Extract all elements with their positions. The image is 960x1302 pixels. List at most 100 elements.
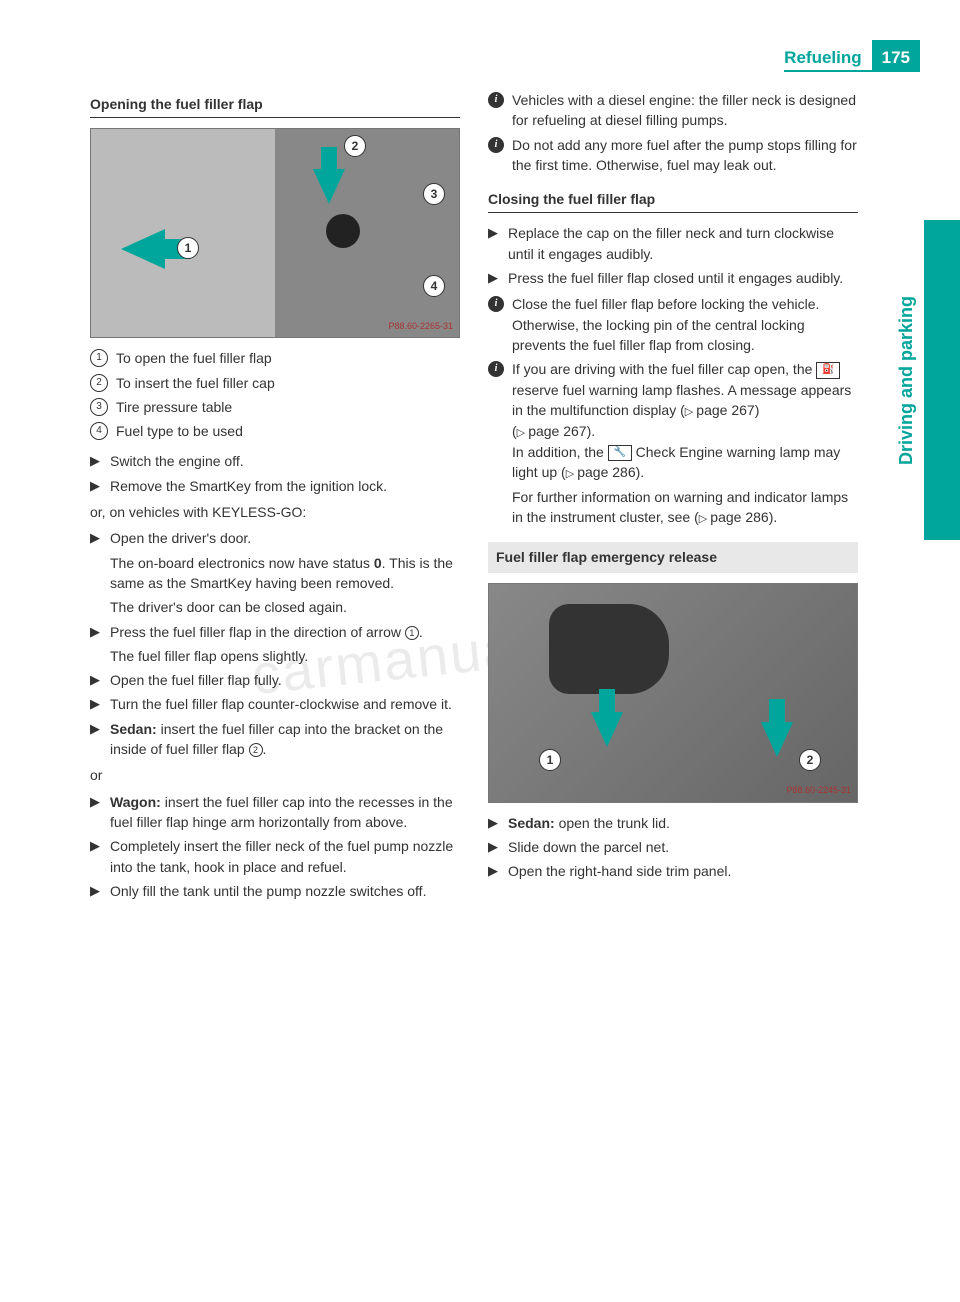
heading-opening: Opening the fuel filler flap — [90, 94, 460, 118]
step-marker-icon: ▶ — [488, 269, 502, 288]
step-row: ▶Remove the SmartKey from the ignition l… — [90, 476, 460, 496]
step-text: Replace the cap on the filler neck and t… — [508, 223, 858, 264]
check-engine-icon: 🔧 — [608, 445, 632, 462]
or-text: or, on vehicles with KEYLESS-GO: — [90, 502, 460, 522]
info-icon: i — [488, 137, 504, 153]
legend-row: 2 To insert the fuel filler cap — [90, 373, 460, 393]
info-icon: i — [488, 296, 504, 312]
figure-emergency-release: 1 2 P88.60-2245-31 — [488, 583, 858, 803]
legend-text: Tire pressure table — [116, 397, 460, 417]
info-row: iClose the fuel filler flap before locki… — [488, 294, 858, 355]
info-followup: For further information on warning and i… — [512, 487, 858, 528]
step-marker-icon: ▶ — [90, 837, 104, 856]
legend-row: 1 To open the fuel filler flap — [90, 348, 460, 368]
info-text-part: ( — [512, 423, 517, 439]
arrow-left-icon — [121, 229, 165, 269]
figure-code: P88.60-2245-31 — [786, 784, 851, 797]
step-marker-icon: ▶ — [90, 529, 104, 548]
arrow-down-icon — [591, 712, 623, 747]
step-row: ▶ Turn the fuel filler flap counter-clock… — [90, 694, 460, 714]
heading-closing: Closing the fuel filler flap — [488, 189, 858, 213]
info-text-part: For further information on warning and i… — [512, 489, 848, 525]
figure-code: P88.60-2265-31 — [388, 320, 453, 333]
step-marker-icon: ▶ — [90, 882, 104, 901]
step-marker-icon: ▶ — [488, 838, 502, 857]
legend-text: To open the fuel filler flap — [116, 348, 460, 368]
info-text-part: reserve fuel warning lamp flashes. A mes… — [512, 382, 851, 418]
arrow-down-icon — [313, 169, 345, 204]
figure-fuel-flap: 1 2 3 4 P88.60-2265-31 — [90, 128, 460, 338]
step-marker-icon: ▶ — [90, 623, 104, 642]
step-marker-icon: ▶ — [90, 671, 104, 690]
step-text-part: insert the fuel filler cap into the rece… — [110, 794, 453, 830]
step-text: Completely insert the filler neck of the… — [110, 836, 460, 877]
figure-hand-shape — [549, 604, 669, 694]
step-row: ▶Slide down the parcel net. — [488, 837, 858, 857]
step-marker-icon: ▶ — [90, 720, 104, 739]
arrow-down-tail-icon — [769, 699, 785, 724]
step-text: Press the fuel filler flap in the direct… — [110, 622, 460, 642]
figure-panel-left — [91, 129, 275, 337]
step-row: ▶ Press the fuel filler flap in the direc… — [90, 622, 460, 642]
step-text-part: . — [263, 741, 267, 757]
step-row: ▶ Press the fuel filler flap closed until… — [488, 268, 858, 288]
arrow-down-icon — [761, 722, 793, 757]
info-text-part: In addition, the — [512, 444, 608, 460]
page-ref: page 267 — [685, 402, 755, 418]
step-text: Sedan: open the trunk lid. — [508, 813, 858, 833]
step-text: Remove the SmartKey from the ignition lo… — [110, 476, 460, 496]
step-row: ▶ Sedan: open the trunk lid. — [488, 813, 858, 833]
section-title: Refueling — [784, 40, 871, 72]
info-text: If you are driving with the fuel filler … — [512, 359, 858, 483]
info-row: i Do not add any more fuel after the pump… — [488, 135, 858, 176]
legend-text: Fuel type to be used — [116, 421, 460, 441]
legend-text: To insert the fuel filler cap — [116, 373, 460, 393]
step-row: ▶ Wagon: insert the fuel filler cap into … — [90, 792, 460, 833]
step-text: Sedan: insert the fuel filler cap into t… — [110, 719, 460, 760]
step-sub-text: The on-board electronics now have status — [110, 555, 374, 571]
legend-row: 4Fuel type to be used — [90, 421, 460, 441]
info-text: Vehicles with a diesel engine: the fille… — [512, 90, 858, 131]
step-row: ▶Open the fuel filler flap fully. — [90, 670, 460, 690]
info-row: i If you are driving with the fuel fille… — [488, 359, 858, 483]
step-marker-icon: ▶ — [488, 862, 502, 881]
step-row: ▶ Replace the cap on the filler neck and … — [488, 223, 858, 264]
info-text: Do not add any more fuel after the pump … — [512, 135, 858, 176]
step-bold: Wagon: — [110, 794, 161, 810]
step-marker-icon: ▶ — [488, 224, 502, 243]
figure-badge-1: 1 — [539, 749, 561, 771]
step-text: Open the right-hand side trim panel. — [508, 861, 858, 881]
step-row: ▶ Only fill the tank until the pump nozzl… — [90, 881, 460, 901]
step-text: Press the fuel filler flap closed until … — [508, 268, 858, 288]
step-bold: 0 — [374, 555, 382, 571]
or-text: or — [90, 765, 460, 785]
info-icon: i — [488, 361, 504, 377]
step-text: Wagon: insert the fuel filler cap into t… — [110, 792, 460, 833]
step-marker-icon: ▶ — [488, 814, 502, 833]
step-text: Turn the fuel filler flap counter-clockw… — [110, 694, 460, 714]
step-text: Open the driver's door. — [110, 528, 460, 548]
step-text: Switch the engine off. — [110, 451, 460, 471]
step-marker-icon: ▶ — [90, 695, 104, 714]
step-text: Only fill the tank until the pump nozzle… — [110, 881, 460, 901]
info-text-part: ). — [769, 509, 778, 525]
step-bold: Sedan: — [110, 721, 157, 737]
step-text-part: insert the fuel filler cap into the brac… — [110, 721, 443, 757]
page-ref: page 267 — [517, 423, 587, 439]
step-marker-icon: ▶ — [90, 452, 104, 471]
info-text-part: ). — [587, 423, 596, 439]
side-tab-bg — [924, 220, 960, 540]
step-row: ▶ Open the right-hand side trim panel. — [488, 861, 858, 881]
inline-circle-icon: 2 — [249, 743, 263, 757]
legend-row: 3Tire pressure table — [90, 397, 460, 417]
legend-marker-1: 1 — [90, 349, 108, 367]
step-marker-icon: ▶ — [90, 793, 104, 812]
step-sub: The on-board electronics now have status… — [110, 553, 460, 594]
page-ref: page 286 — [566, 464, 636, 480]
inline-circle-icon: 1 — [405, 626, 419, 640]
legend-marker-2: 2 — [90, 374, 108, 392]
heading-emergency: Fuel filler flap emergency release — [488, 542, 858, 572]
step-bold: Sedan: — [508, 815, 555, 831]
info-text-part: ) — [755, 402, 760, 418]
step-text-part: Press the fuel filler flap in the direct… — [110, 624, 405, 640]
